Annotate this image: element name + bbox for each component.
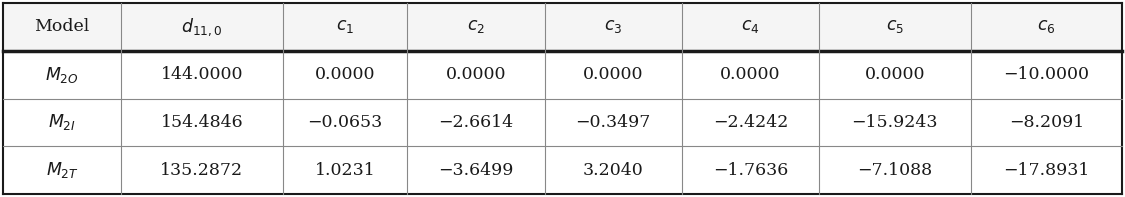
Bar	[3, 98, 1122, 146]
Text: 0.0000: 0.0000	[720, 66, 781, 83]
Text: −3.6499: −3.6499	[439, 162, 514, 179]
Text: 0.0000: 0.0000	[865, 66, 925, 83]
Text: −2.6614: −2.6614	[439, 114, 513, 131]
Text: $c_5$: $c_5$	[885, 18, 903, 35]
Text: −1.7636: −1.7636	[713, 162, 789, 179]
Text: 3.2040: 3.2040	[583, 162, 643, 179]
Text: $M_{2T}$: $M_{2T}$	[46, 160, 79, 180]
Text: −2.4242: −2.4242	[713, 114, 789, 131]
Text: 154.4846: 154.4846	[161, 114, 243, 131]
Text: $c_6$: $c_6$	[1037, 18, 1055, 35]
Text: $M_{2O}$: $M_{2O}$	[45, 65, 79, 85]
Text: −0.3497: −0.3497	[576, 114, 651, 131]
Text: 0.0000: 0.0000	[583, 66, 643, 83]
Bar	[3, 146, 1122, 194]
Text: −15.9243: −15.9243	[852, 114, 938, 131]
Bar	[3, 3, 1122, 51]
Text: 0.0000: 0.0000	[446, 66, 506, 83]
Text: 0.0000: 0.0000	[315, 66, 376, 83]
Text: Model: Model	[35, 18, 90, 35]
Text: $c_4$: $c_4$	[741, 18, 759, 35]
Text: $c_3$: $c_3$	[604, 18, 622, 35]
Text: −7.1088: −7.1088	[857, 162, 933, 179]
Text: −8.2091: −8.2091	[1009, 114, 1083, 131]
Text: $M_{2I}$: $M_{2I}$	[48, 112, 76, 132]
Text: 144.0000: 144.0000	[161, 66, 243, 83]
Text: 135.2872: 135.2872	[161, 162, 243, 179]
Text: −10.0000: −10.0000	[1004, 66, 1089, 83]
Text: 1.0231: 1.0231	[315, 162, 376, 179]
Text: −17.8931: −17.8931	[1004, 162, 1089, 179]
Text: $d_{11,0}$: $d_{11,0}$	[181, 16, 223, 38]
Text: $c_1$: $c_1$	[336, 18, 354, 35]
Text: −0.0653: −0.0653	[307, 114, 382, 131]
Bar	[3, 51, 1122, 98]
Text: $c_2$: $c_2$	[467, 18, 485, 35]
